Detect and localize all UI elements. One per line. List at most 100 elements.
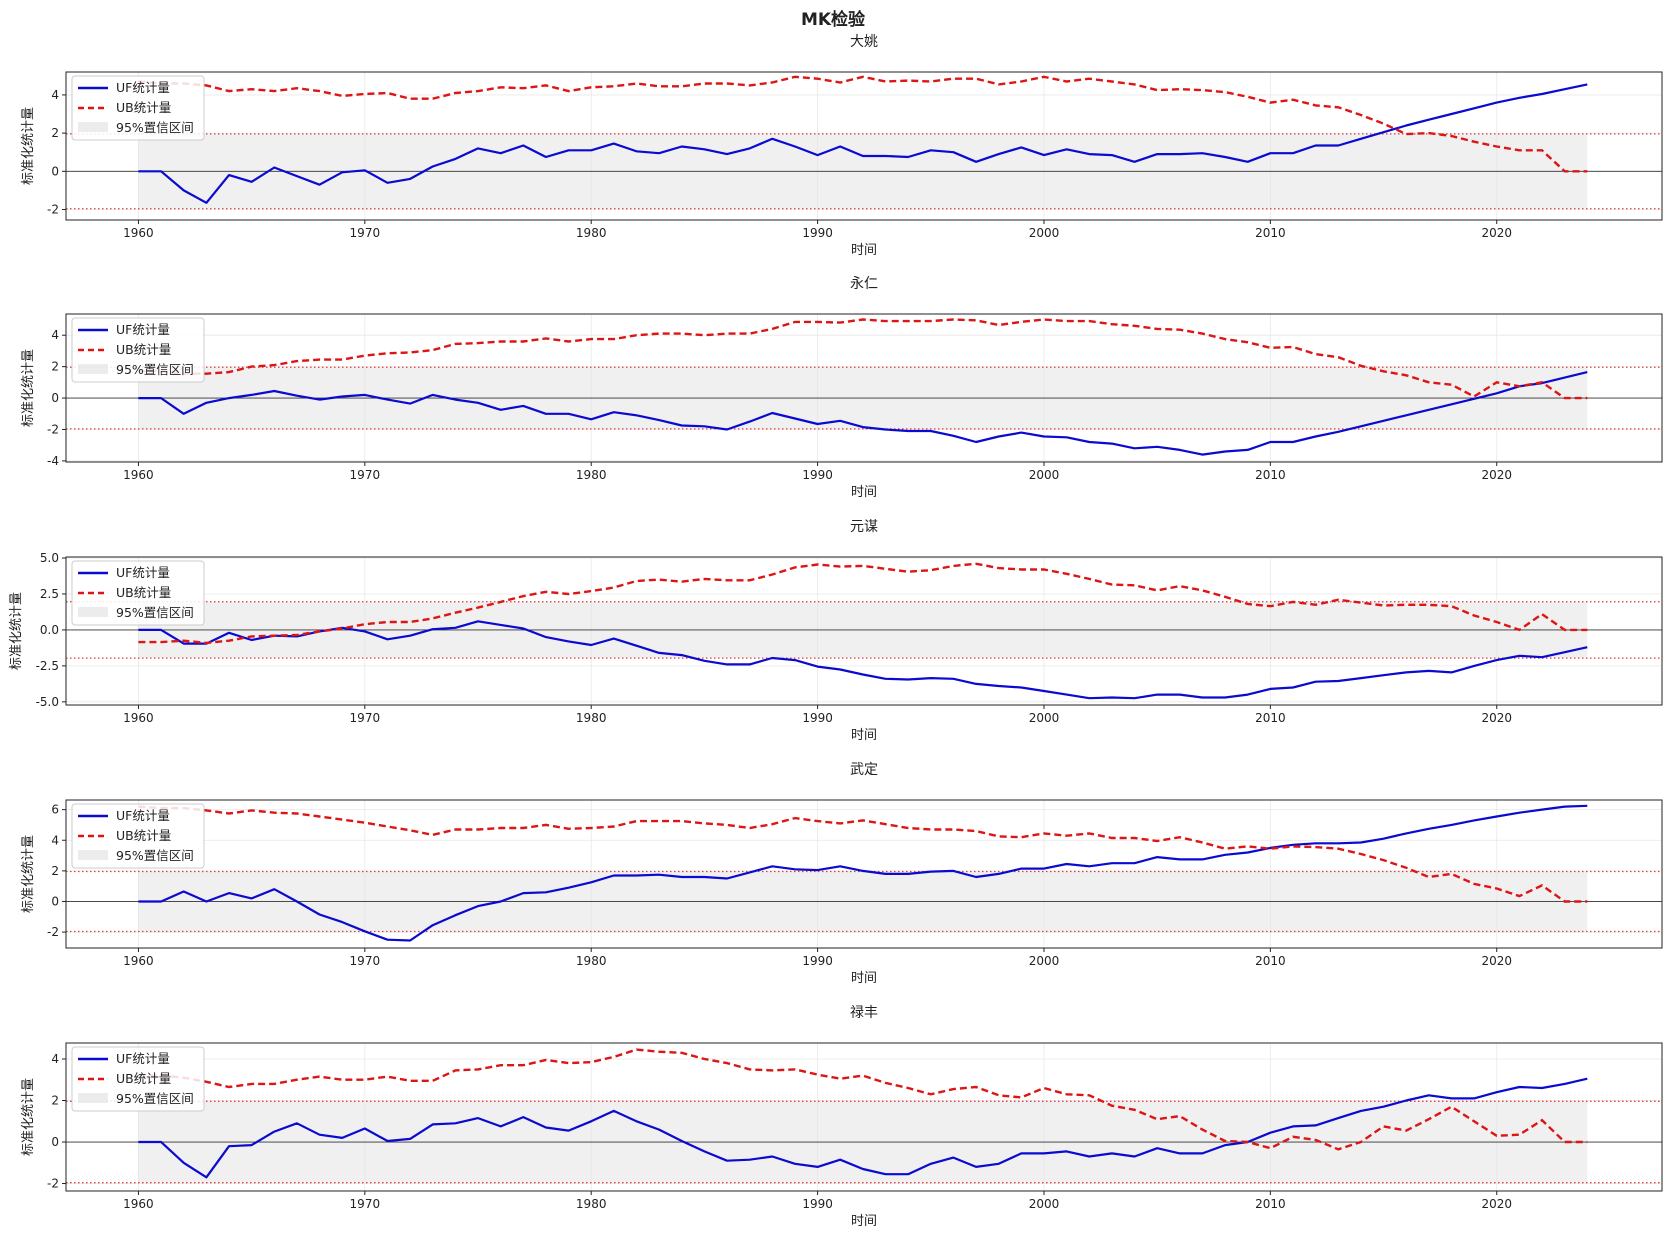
x-tick-label: 1960 [123, 1197, 154, 1211]
legend-band-swatch [78, 607, 108, 617]
legend: UF统计量 UB统计量 95%置信区间 [72, 76, 204, 140]
x-axis-label: 时间 [851, 243, 877, 258]
subplot-title: 禄丰 [850, 1005, 878, 1021]
y-axis-label: 标准化统计量 [9, 592, 24, 670]
y-tick-label: 5.0 [40, 551, 59, 565]
legend-uf-label: UF统计量 [116, 80, 170, 95]
y-tick-label: -2 [47, 422, 59, 436]
y-tick-label: 2 [51, 1093, 59, 1107]
x-tick-label: 1980 [576, 1197, 607, 1211]
legend-band-swatch [78, 122, 108, 132]
subplot-title: 永仁 [850, 276, 878, 292]
y-tick-label: -2 [47, 1177, 59, 1191]
legend-band-swatch [78, 850, 108, 860]
y-axis-label: 标准化统计量 [21, 1078, 36, 1156]
subplot-title: 大姚 [850, 34, 878, 50]
x-tick-label: 2020 [1481, 1197, 1512, 1211]
y-tick-label: 6 [51, 803, 59, 817]
legend-band-label: 95%置信区间 [116, 120, 194, 135]
y-tick-label: 4 [51, 1052, 59, 1066]
x-tick-label: 1990 [802, 954, 833, 968]
x-tick-label: 2020 [1481, 226, 1512, 240]
legend-ub-label: UB统计量 [116, 100, 171, 115]
x-tick-label: 1970 [350, 468, 381, 482]
legend-band-label: 95%置信区间 [116, 848, 194, 863]
y-tick-label: 2 [51, 360, 59, 374]
x-tick-label: 2000 [1029, 954, 1060, 968]
y-tick-label: -4 [47, 454, 59, 468]
y-tick-label: 2 [51, 126, 59, 140]
x-axis-label: 时间 [851, 971, 877, 986]
legend-uf-label: UF统计量 [116, 322, 170, 337]
legend-band-label: 95%置信区间 [116, 1091, 194, 1106]
legend-uf-label: UF统计量 [116, 565, 170, 580]
legend-band-swatch [78, 1093, 108, 1103]
legend-uf-label: UF统计量 [116, 808, 170, 823]
x-tick-label: 2000 [1029, 1197, 1060, 1211]
legend-ub-label: UB统计量 [116, 828, 171, 843]
y-tick-label: 2.5 [40, 587, 59, 601]
x-tick-label: 1990 [802, 468, 833, 482]
x-tick-label: 2000 [1029, 226, 1060, 240]
y-tick-label: 4 [51, 328, 59, 342]
x-axis-label: 时间 [851, 1214, 877, 1229]
legend-band-label: 95%置信区间 [116, 362, 194, 377]
x-tick-label: 2010 [1255, 954, 1286, 968]
x-tick-label: 2010 [1255, 468, 1286, 482]
y-axis-label: 标准化统计量 [21, 349, 36, 427]
x-tick-label: 1960 [123, 711, 154, 725]
x-tick-label: 1960 [123, 468, 154, 482]
x-tick-label: 1980 [576, 468, 607, 482]
x-tick-label: 1980 [576, 711, 607, 725]
subplot-title: 元谋 [850, 519, 878, 535]
x-tick-label: 2020 [1481, 954, 1512, 968]
y-tick-label: -2 [47, 925, 59, 939]
x-tick-label: 1990 [802, 226, 833, 240]
legend-band-label: 95%置信区间 [116, 605, 194, 620]
legend: UF统计量 UB统计量 95%置信区间 [72, 561, 204, 625]
subplot-title: 武定 [850, 762, 878, 778]
x-tick-label: 1990 [802, 1197, 833, 1211]
legend-uf-label: UF统计量 [116, 1051, 170, 1066]
x-tick-label: 1960 [123, 226, 154, 240]
figure-title: MK检验 [801, 9, 866, 30]
y-tick-label: -2.5 [36, 659, 59, 673]
x-tick-label: 1960 [123, 954, 154, 968]
x-tick-label: 2010 [1255, 711, 1286, 725]
x-tick-label: 1980 [576, 226, 607, 240]
x-tick-label: 2010 [1255, 1197, 1286, 1211]
y-tick-label: 0 [51, 164, 59, 178]
legend-band-swatch [78, 364, 108, 374]
legend: UF统计量 UB统计量 95%置信区间 [72, 318, 204, 382]
y-tick-label: 0 [51, 894, 59, 908]
y-axis-label: 标准化统计量 [21, 107, 36, 185]
x-tick-label: 2010 [1255, 226, 1286, 240]
x-tick-label: 1970 [350, 954, 381, 968]
x-tick-label: 1970 [350, 226, 381, 240]
x-tick-label: 1970 [350, 711, 381, 725]
x-axis-label: 时间 [851, 485, 877, 500]
y-tick-label: 4 [51, 88, 59, 102]
y-tick-label: 0 [51, 391, 59, 405]
y-tick-label: 2 [51, 864, 59, 878]
legend-ub-label: UB统计量 [116, 342, 171, 357]
y-tick-label: 4 [51, 833, 59, 847]
legend: UF统计量 UB统计量 95%置信区间 [72, 804, 204, 868]
y-axis-label: 标准化统计量 [21, 835, 36, 913]
y-tick-label: -2 [47, 202, 59, 216]
x-tick-label: 2020 [1481, 711, 1512, 725]
x-tick-label: 2000 [1029, 468, 1060, 482]
x-tick-label: 2000 [1029, 711, 1060, 725]
legend-ub-label: UB统计量 [116, 585, 171, 600]
x-tick-label: 1980 [576, 954, 607, 968]
x-axis-label: 时间 [851, 728, 877, 743]
x-tick-label: 1970 [350, 1197, 381, 1211]
x-tick-label: 1990 [802, 711, 833, 725]
y-tick-label: 0.0 [40, 623, 59, 637]
